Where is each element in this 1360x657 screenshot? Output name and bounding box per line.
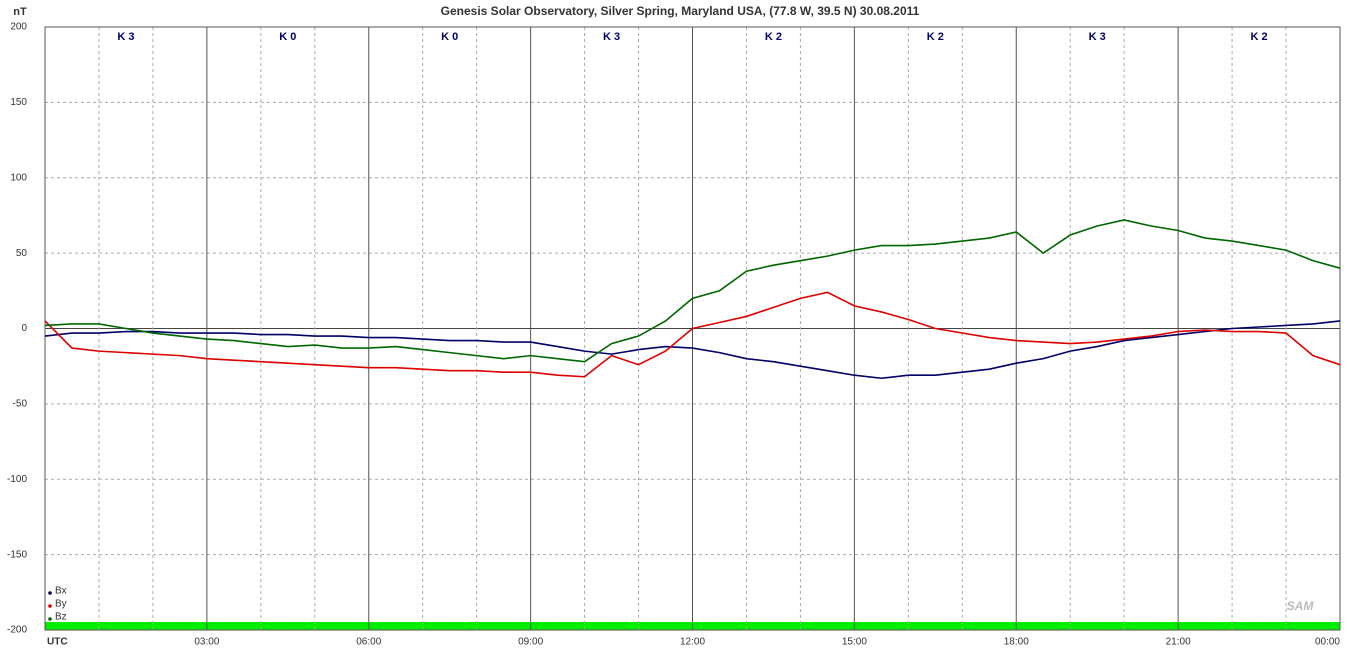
x-tick-label: 12:00 [680, 637, 705, 648]
k-index-label: K 2 [1251, 31, 1268, 43]
legend-marker [48, 604, 52, 608]
y-axis-label: nT [13, 6, 27, 18]
y-tick-label: 100 [10, 172, 27, 183]
y-tick-label: -100 [7, 474, 27, 485]
k-index-label: K 3 [117, 31, 134, 43]
legend-label: By [55, 599, 67, 610]
x-tick-label: UTC [47, 637, 68, 648]
x-tick-label: 15:00 [842, 637, 867, 648]
legend-label: Bx [55, 586, 67, 597]
series-line [44, 320, 1341, 380]
y-tick-label: 200 [10, 22, 27, 33]
y-tick-label: -150 [7, 549, 27, 560]
k-index-label: K 3 [603, 31, 620, 43]
k-index-label: K 2 [765, 31, 782, 43]
y-tick-label: 0 [21, 323, 27, 334]
y-tick-label: -50 [13, 399, 28, 410]
series-line [44, 219, 1341, 363]
x-tick-label: 09:00 [518, 637, 543, 648]
legend-label: Bz [55, 612, 67, 623]
x-tick-label: 21:00 [1166, 637, 1191, 648]
y-tick-label: -200 [7, 625, 27, 636]
logo: SAM [1287, 599, 1315, 613]
k-index-label: K 3 [1089, 31, 1106, 43]
series-line [44, 291, 1341, 378]
x-tick-label: 03:00 [194, 637, 219, 648]
legend-marker [48, 617, 52, 621]
x-tick-label: 00:00 [1315, 637, 1340, 648]
legend-marker [48, 591, 52, 595]
k-index-label: K 2 [927, 31, 944, 43]
plot-frame [44, 26, 1341, 631]
x-tick-label: 06:00 [356, 637, 381, 648]
k-index-label: K 0 [279, 31, 296, 43]
chart-title: Genesis Solar Observatory, Silver Spring… [441, 4, 920, 18]
y-tick-label: 50 [16, 248, 28, 259]
k-index-label: K 0 [441, 31, 458, 43]
y-tick-label: 150 [10, 97, 27, 108]
x-tick-label: 18:00 [1004, 637, 1029, 648]
